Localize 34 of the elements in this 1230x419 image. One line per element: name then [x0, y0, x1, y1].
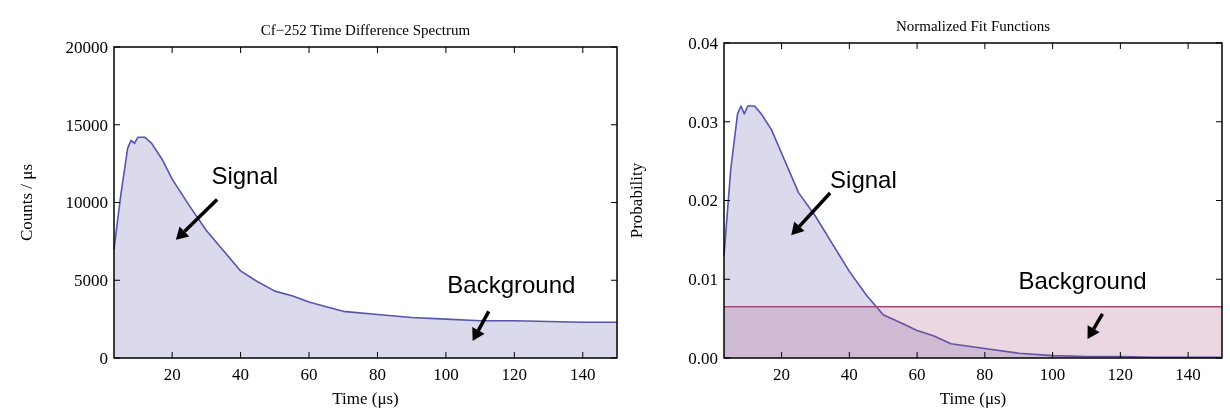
x-axis-title: Time (μs): [939, 389, 1007, 408]
x-tick-label: 60: [908, 365, 926, 384]
x-axis-title: Time (μs): [332, 389, 399, 408]
x-tick-label: 40: [232, 365, 250, 384]
x-tick-label: 20: [163, 365, 181, 384]
x-tick-label: 100: [1039, 365, 1066, 384]
y-axis-title: Probability: [627, 162, 646, 239]
y-tick-label: 0.01: [688, 270, 718, 290]
y-tick-label: 0: [99, 348, 108, 368]
x-tick-label: 80: [976, 365, 994, 384]
annotation: Signal: [211, 161, 279, 189]
x-tick-label: 120: [501, 365, 528, 384]
annotation: Background: [447, 270, 576, 298]
chart-title: Normalized Fit Functions: [895, 18, 1051, 34]
x-tick-label: 120: [1107, 365, 1134, 384]
y-tick-label: 5000: [74, 271, 108, 291]
y-axis-title: Counts / μs: [17, 163, 36, 242]
annotation: Signal: [830, 165, 897, 193]
y-tick-label: 15000: [65, 115, 108, 135]
y-tick-label: 0.03: [688, 112, 718, 132]
x-tick-label: 100: [433, 365, 459, 384]
chart-title: Cf−252 Time Difference Spectrum: [260, 22, 471, 38]
x-tick-label: 60: [300, 365, 318, 384]
annotation: Background: [1018, 266, 1147, 294]
y-tick-label: 10000: [65, 193, 108, 213]
y-tick-label: 0.00: [688, 348, 718, 368]
x-tick-label: 140: [570, 365, 596, 384]
x-tick-label: 140: [1175, 365, 1201, 384]
y-tick-label: 20000: [65, 37, 108, 57]
y-tick-label: 0.02: [688, 191, 718, 211]
y-tick-label: 0.04: [688, 33, 719, 53]
x-tick-label: 80: [368, 365, 386, 384]
x-tick-label: 40: [840, 365, 858, 384]
x-tick-label: 20: [773, 365, 791, 384]
